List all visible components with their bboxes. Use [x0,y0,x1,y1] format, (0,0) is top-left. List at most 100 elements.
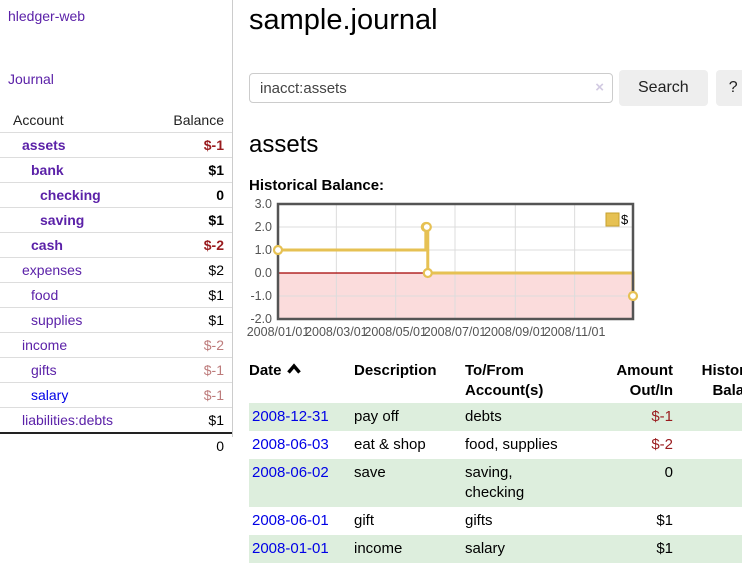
account-link-bank[interactable]: bank [31,162,64,178]
column-header-label: Amount Out/In [616,362,673,399]
total-spacer [0,432,153,458]
brand-link[interactable]: hledger-web [8,8,86,24]
column-header-label: Historical Balance [701,362,742,399]
account-link-expenses[interactable]: expenses [22,262,82,278]
account-link-checking[interactable]: checking [40,187,101,203]
account-balance: $1 [152,282,232,308]
column-header: Amount Out/In [583,359,681,403]
register-header-row: Date Description To/From Account(s) Amount … [249,359,742,403]
account-balance: $-1 [152,132,232,158]
legend-swatch [605,212,620,227]
register-table: Date Description To/From Account(s) Amount … [249,359,742,563]
y-axis-tick-label: 3.0 [255,197,272,211]
description-cell: save [354,464,386,481]
account-row: food $1 [0,282,232,308]
historical-balance-cell: $2 [681,459,742,507]
historical-balance-cell: 0 [681,431,742,459]
transaction-date-link[interactable]: 2008-06-01 [252,512,329,529]
page-title: sample.journal [249,4,438,36]
account-link-saving[interactable]: saving [40,212,85,228]
chart-title: Historical Balance: [249,177,385,194]
account-balance: 0 [152,182,232,208]
account-link-income[interactable]: income [22,337,68,353]
account-row: cash $-2 [0,232,232,258]
description-cell: pay off [354,408,399,425]
account-name-cell: assets [0,132,153,158]
x-axis-tick-label: 2008/05/01 [364,325,427,339]
legend-label: $ [621,212,629,227]
search-button[interactable]: Search [619,70,708,106]
account-balance: $-2 [152,232,232,258]
account-column-header: Account [13,112,64,128]
account-name-cell: supplies [0,307,153,333]
transaction-date-link[interactable]: 2008-12-31 [252,408,329,425]
account-balance: $1 [152,407,232,433]
y-axis-tick-label: 0.0 [255,266,272,280]
data-point-marker [422,267,433,279]
accounts-cell: debts [465,408,502,425]
historical-balance-cell: $2 [681,507,742,535]
account-balance: $1 [152,307,232,333]
data-point-marker [272,244,284,256]
account-row: gifts $-1 [0,357,232,383]
historical-balance-cell: $1 [681,535,742,563]
search-input[interactable] [249,73,613,103]
account-link-cash[interactable]: cash [31,237,63,253]
date-cell: 2008-06-02 [249,459,354,507]
date-sort-header[interactable]: Date [249,359,354,403]
transaction-row: 2008-01-01 income salary $1 $1 [249,535,742,563]
date-cell: 2008-06-01 [249,507,354,535]
amount-cell: 0 [664,464,673,481]
transaction-date-link[interactable]: 2008-01-01 [252,540,329,557]
account-link-supplies[interactable]: supplies [31,312,83,328]
account-balance: $2 [152,257,232,283]
transaction-date-link[interactable]: 2008-06-02 [252,464,329,481]
column-header-label: Date [249,362,282,379]
account-balance-table: Account Balance assets $-1 bank $1 checking 0… [0,108,232,458]
sidebar-item-journal[interactable]: Journal [8,71,54,87]
x-axis-tick-label: 2008/11/01 [544,325,606,339]
data-point-marker [627,290,639,302]
column-header: To/From Account(s) [465,359,583,403]
account-link-food[interactable]: food [31,287,59,303]
account-balance: $1 [152,157,232,183]
accounts-cell: food, supplies [465,436,558,453]
clear-search-icon[interactable]: × [595,79,604,96]
column-header: Description [354,359,465,403]
account-link-assets[interactable]: assets [22,137,66,153]
y-axis-tick-label: -1.0 [250,289,272,303]
account-row: bank $1 [0,157,232,183]
y-axis-tick-label: -2.0 [250,312,272,326]
help-button[interactable]: ? [715,70,742,106]
account-name-cell: gifts [0,357,153,383]
account-row: salary $-1 [0,382,232,408]
account-heading: assets [249,131,319,158]
account-row: assets $-1 [0,132,232,158]
column-header: Historical Balance [681,359,742,403]
account-name-cell: saving [0,207,153,233]
x-axis-tick-label: 2008/09/01 [484,325,547,339]
transaction-date-link[interactable]: 2008-06-03 [252,436,329,453]
account-row: liabilities:debts $1 [0,407,232,433]
date-cell: 2008-12-31 [249,403,354,431]
account-row: income $-2 [0,332,232,358]
main-content: sample.journal × Search ? assets Histori… [247,0,742,563]
account-link-liabilities-debts[interactable]: liabilities:debts [22,412,114,428]
account-balance: $-1 [152,357,232,383]
description-cell: income [354,540,403,557]
amount-cell: $-1 [651,408,673,425]
total-balance: 0 [152,432,232,458]
plot-border [276,202,635,321]
account-name-cell: expenses [0,257,153,283]
accounts-cell: salary [465,540,506,557]
account-link-salary[interactable]: salary [31,387,69,403]
account-balance: $1 [152,207,232,233]
column-header-label: Description [354,362,437,379]
account-link-gifts[interactable]: gifts [31,362,57,378]
transaction-row: 2008-06-01 gift gifts $1 $2 [249,507,742,535]
transaction-row: 2008-06-02 save saving, checking 0 $2 [249,459,742,507]
account-name-cell: cash [0,232,153,258]
account-row: checking 0 [0,182,232,208]
account-name-cell: salary [0,382,153,408]
balance-column-header: Balance [173,112,224,128]
